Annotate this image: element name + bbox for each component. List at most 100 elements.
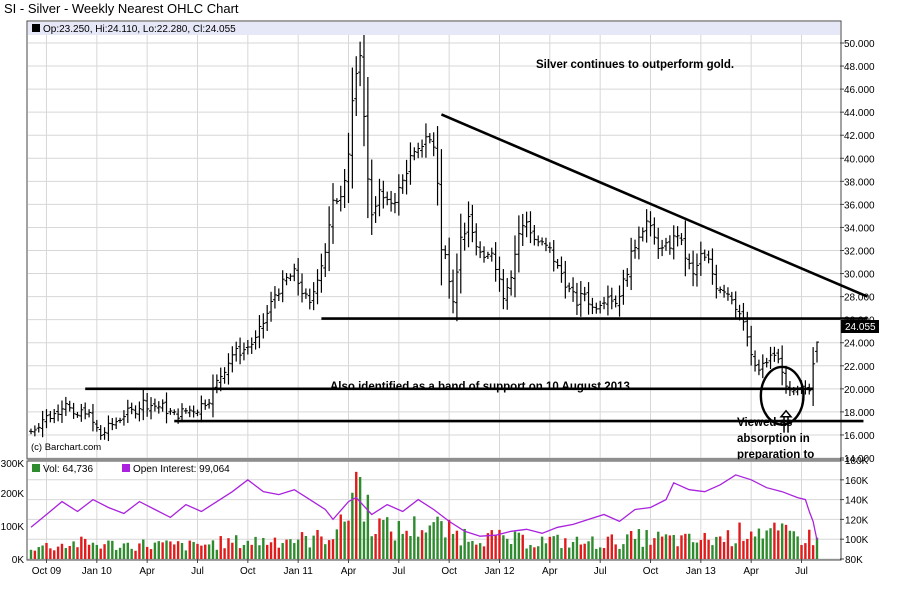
volume-bar xyxy=(517,532,521,559)
price-panel xyxy=(26,20,842,460)
volume-bar xyxy=(370,536,373,559)
volume-bar xyxy=(575,536,579,559)
volume-bar xyxy=(738,522,741,559)
price-tick-label: 42.000 xyxy=(844,131,875,142)
volume-bar xyxy=(56,546,60,559)
volume-bar xyxy=(622,544,625,559)
volume-bar xyxy=(142,539,145,559)
volume-bar xyxy=(475,544,478,559)
volume-bar xyxy=(235,535,238,559)
volume-bar xyxy=(420,530,424,559)
volume-bar xyxy=(808,529,811,559)
volume-bar xyxy=(277,547,281,559)
price-tick-label: 16.000 xyxy=(844,431,875,442)
volume-bar xyxy=(145,546,149,559)
price-tick-label: 46.000 xyxy=(844,85,875,96)
volume-bar xyxy=(114,549,118,559)
absorption-line: absorption in xyxy=(737,433,810,445)
volume-bar xyxy=(444,537,447,559)
volume-bar xyxy=(552,536,555,559)
price-tick-label: 14.000 xyxy=(844,454,875,465)
oi-legend-swatch xyxy=(122,464,130,472)
volume-bar xyxy=(815,537,819,559)
volume-bar xyxy=(719,536,722,559)
x-tick-label: Apr xyxy=(542,566,558,577)
volume-bar xyxy=(440,521,443,559)
absorption-line: Viewed as xyxy=(737,417,792,429)
volume-bar xyxy=(606,536,610,559)
volume-bar xyxy=(397,520,401,559)
volume-bar xyxy=(207,544,211,559)
volume-bar xyxy=(502,535,505,559)
volume-bar xyxy=(567,547,571,559)
oi-legend-text: Open Interest: 99,064 xyxy=(133,464,230,475)
volume-bar xyxy=(378,518,381,559)
volume-bar xyxy=(726,530,730,559)
volume-bar xyxy=(746,538,749,559)
volume-bar xyxy=(281,543,284,559)
chart-title: SI - Silver - Weekly Nearest OHLC Chart xyxy=(4,1,239,16)
volume-bar xyxy=(335,529,339,559)
price-tick-label: 28.000 xyxy=(844,293,875,304)
volume-bar xyxy=(494,534,497,559)
x-tick-label: Jan 10 xyxy=(82,566,112,577)
volume-bar xyxy=(780,523,784,559)
volume-bar xyxy=(680,535,683,559)
oi-tick-label: 180K xyxy=(845,456,869,467)
volume-bar xyxy=(219,536,222,559)
volume-bar xyxy=(176,541,180,559)
x-tick-label: Jul xyxy=(594,566,607,577)
volume-bar xyxy=(331,539,335,559)
volume-bar xyxy=(382,519,385,559)
volume-bar xyxy=(471,540,474,559)
volume-bar xyxy=(285,539,288,559)
volume-bar xyxy=(293,543,296,559)
price-legend-text: Op:23.250, Hi:24.110, Lo:22.280, Cl:24.0… xyxy=(43,24,236,35)
volume-bar xyxy=(103,544,106,559)
volume-tick-label: 200K xyxy=(1,489,25,500)
volume-bar xyxy=(660,536,664,559)
volume-bar xyxy=(149,549,153,559)
volume-bar xyxy=(707,539,710,559)
volume-bar xyxy=(676,546,679,559)
volume-bar xyxy=(173,544,176,559)
volume-bar xyxy=(641,546,644,559)
volume-bar xyxy=(296,539,300,559)
volume-bar xyxy=(626,534,629,559)
absorption-line: preparation to xyxy=(737,449,814,461)
volume-bar xyxy=(664,534,668,559)
volume-bar xyxy=(211,540,215,559)
x-tick-label: Apr xyxy=(341,566,357,577)
volume-bar xyxy=(688,533,691,559)
volume-bar xyxy=(95,544,99,559)
x-tick-label: Jan 11 xyxy=(284,566,314,577)
volume-bar xyxy=(533,547,536,559)
volume-bar xyxy=(386,517,389,559)
volume-bars xyxy=(29,471,819,559)
last-price-box xyxy=(841,320,879,333)
volume-bar xyxy=(304,535,308,559)
volume-bar xyxy=(506,538,509,559)
x-tick-label: Apr xyxy=(743,566,759,577)
volume-bar xyxy=(53,550,56,559)
volume-bar xyxy=(579,544,583,559)
volume-bar xyxy=(351,492,354,559)
x-tick-label: Oct xyxy=(441,566,457,577)
volume-bar xyxy=(784,524,788,559)
volume-bar xyxy=(72,541,75,559)
volume-bar xyxy=(231,542,234,559)
price-tick-label: 34.000 xyxy=(844,223,875,234)
volume-bar xyxy=(564,538,567,559)
volume-bar xyxy=(33,550,37,559)
volume-bar xyxy=(556,534,559,559)
volume-bar xyxy=(130,548,133,559)
volume-bar xyxy=(695,542,699,559)
volume-bar xyxy=(401,533,404,559)
volume-bar xyxy=(138,543,141,559)
price-axis: 14.00016.00018.00020.00022.00024.00026.0… xyxy=(840,39,875,465)
open-interest-line xyxy=(30,474,818,541)
volume-bar xyxy=(668,535,672,559)
volume-bar xyxy=(374,533,377,559)
x-tick-label: Jan 13 xyxy=(686,566,716,577)
volume-bar xyxy=(657,531,660,559)
